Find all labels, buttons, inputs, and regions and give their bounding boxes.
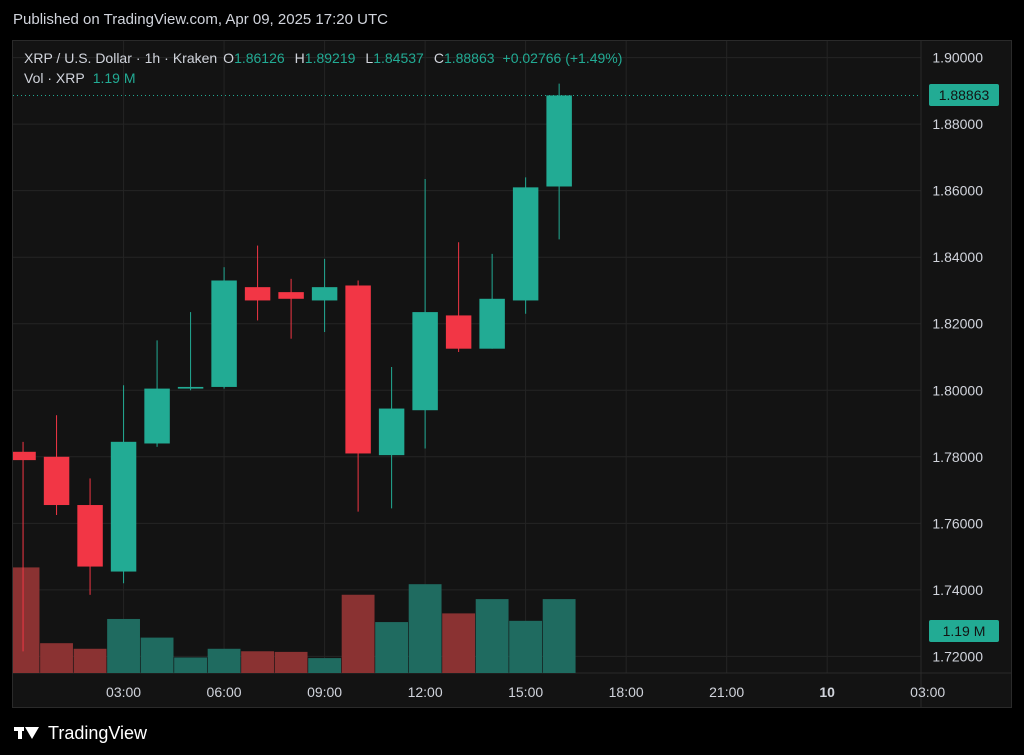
- candlestick-chart[interactable]: 1.90000 1.88000 1.86000 1.84000 1.82000 1.800…: [13, 41, 1012, 708]
- price-tick-label: 1.80000: [932, 382, 983, 398]
- exchange-label[interactable]: Kraken: [172, 50, 218, 66]
- tradingview-logo-icon: [14, 725, 42, 741]
- open-label: O: [223, 50, 235, 66]
- last-price-value: 1.88863: [938, 87, 990, 104]
- volume-bar: [475, 599, 509, 673]
- change-value: +0.02766 (+1.49%): [502, 50, 623, 66]
- candle-body[interactable]: [479, 298, 505, 349]
- price-tick-label: 1.88000: [932, 116, 983, 132]
- time-tick-label: 03:00: [910, 684, 945, 700]
- volume-bar: [140, 637, 174, 673]
- volume-bar: [308, 658, 342, 673]
- time-tick-label: 06:00: [207, 684, 242, 700]
- price-tick-label: 1.74000: [932, 582, 983, 598]
- low-value: 1.84537: [373, 50, 424, 66]
- candle-body[interactable]: [43, 456, 70, 506]
- candle-body[interactable]: [345, 285, 371, 454]
- high-label: H: [294, 50, 305, 66]
- volume-bar: [73, 648, 107, 673]
- candle-body[interactable]: [13, 451, 36, 461]
- volume-bar: [542, 599, 576, 673]
- price-tick-label: 1.78000: [932, 449, 983, 465]
- volume-bar: [375, 622, 409, 673]
- candle-body[interactable]: [244, 287, 271, 301]
- published-header: Published on TradingView.com, Apr 09, 20…: [0, 0, 1024, 40]
- symbol-name[interactable]: XRP / U.S. Dollar: [24, 50, 132, 66]
- last-volume-value: 1.19 M: [942, 623, 986, 639]
- interval-label[interactable]: 1h: [144, 50, 161, 66]
- candle-body[interactable]: [311, 287, 338, 301]
- volume-bar: [207, 648, 241, 673]
- time-tick-label: 10: [819, 684, 835, 700]
- volume-bar: [274, 651, 308, 673]
- volume-bar: [107, 618, 140, 673]
- open-value: 1.86126: [234, 50, 285, 66]
- volume-label[interactable]: Vol · XRP: [24, 70, 85, 86]
- candles: [13, 83, 572, 652]
- grid-lines: [13, 41, 1011, 707]
- time-tick-label: 09:00: [307, 684, 342, 700]
- price-tick-label: 1.82000: [932, 316, 983, 332]
- close-value: 1.88863: [443, 50, 495, 66]
- price-tick-label: 1.72000: [932, 648, 983, 664]
- candle-body[interactable]: [77, 505, 103, 567]
- volume-bar: [408, 584, 442, 673]
- candle-body[interactable]: [512, 187, 539, 301]
- low-label: L: [365, 50, 374, 66]
- price-tick-label: 1.86000: [932, 183, 983, 199]
- chart-panel[interactable]: 1.90000 1.88000 1.86000 1.84000 1.82000 1.800…: [12, 40, 1012, 708]
- candle-body[interactable]: [110, 441, 137, 572]
- time-tick-label: 18:00: [609, 684, 644, 700]
- last-volume-tag: 1.19 M: [929, 620, 999, 642]
- volume-row: Vol · XRP 1.19 M: [24, 68, 622, 88]
- volume-bar: [13, 567, 40, 673]
- chart-legend: XRP / U.S. Dollar · 1h · Kraken O 1.86126…: [24, 48, 622, 88]
- volume-bar: [442, 613, 476, 673]
- candle-body[interactable]: [211, 280, 237, 387]
- volume-bars: [13, 567, 576, 673]
- time-tick-label: 21:00: [709, 684, 744, 700]
- volume-bar: [40, 643, 73, 673]
- volume-bar: [241, 651, 275, 673]
- candle-body[interactable]: [144, 388, 170, 444]
- candle-body[interactable]: [412, 312, 438, 411]
- time-tick-label: 03:00: [106, 684, 141, 700]
- price-tick-label: 1.90000: [932, 50, 983, 66]
- ohlc-row: XRP / U.S. Dollar · 1h · Kraken O 1.86126…: [24, 50, 623, 66]
- time-axis: 03:00 06:00 09:00 12:00 15:00 18:00 21:00 10 03:…: [106, 684, 945, 700]
- price-axis: 1.90000 1.88000 1.86000 1.84000 1.82000 1.800…: [932, 50, 983, 665]
- brand-name: TradingView: [48, 722, 148, 743]
- last-price-tag: 1.88863: [929, 84, 999, 107]
- volume-bar: [341, 594, 375, 673]
- time-tick-label: 15:00: [508, 684, 543, 700]
- price-tick-label: 1.76000: [932, 515, 983, 531]
- candle-body[interactable]: [177, 386, 204, 389]
- volume-bar: [509, 620, 543, 673]
- volume-bar: [174, 657, 207, 673]
- candle-body[interactable]: [546, 95, 572, 187]
- time-tick-label: 12:00: [408, 684, 443, 700]
- volume-value: 1.19 M: [92, 70, 136, 86]
- close-label: C: [433, 50, 444, 66]
- candle-body[interactable]: [278, 292, 304, 299]
- published-text: Published on TradingView.com, Apr 09, 20…: [13, 11, 388, 28]
- candle-body[interactable]: [378, 408, 405, 456]
- candle-body[interactable]: [445, 315, 472, 349]
- footer-brand[interactable]: TradingView: [14, 720, 147, 746]
- price-tick-label: 1.84000: [932, 249, 983, 265]
- high-value: 1.89219: [304, 50, 356, 66]
